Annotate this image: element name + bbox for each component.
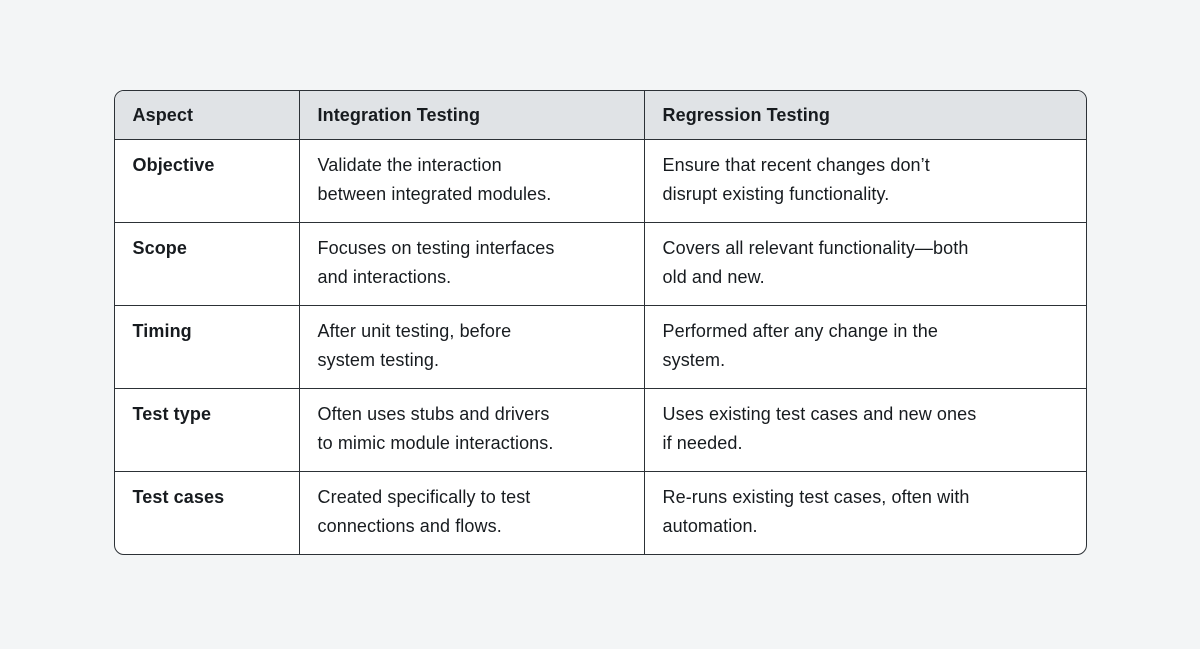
regression-value: Uses existing test cases and new ones if… [643, 389, 1086, 471]
table-row-test-cases: Test cases Created specifically to test … [114, 471, 1086, 554]
regression-value: Re-runs existing test cases, often with … [643, 472, 1086, 554]
aspect-label: Objective [132, 155, 215, 175]
table-row-scope: Scope Focuses on testing interfaces and … [114, 222, 1086, 305]
aspect-label: Test cases [132, 487, 225, 507]
header-cell-integration-testing: Integration Testing [298, 91, 644, 139]
integration-value: After unit testing, before system testin… [298, 306, 644, 388]
comparison-table: Aspect Integration Testing Regression Te… [113, 90, 1087, 555]
table-header-row: Aspect Integration Testing Regression Te… [114, 91, 1086, 139]
aspect-label: Scope [132, 238, 188, 258]
table-row-timing: Timing After unit testing, before system… [114, 305, 1086, 388]
aspect-label: Timing [132, 321, 192, 341]
regression-value: Covers all relevant functionality—both o… [643, 223, 1086, 305]
integration-value: Focuses on testing interfaces and intera… [298, 223, 644, 305]
header-cell-regression-testing: Regression Testing [643, 91, 1086, 139]
header-cell-aspect: Aspect [132, 104, 194, 125]
aspect-label: Test type [132, 404, 212, 424]
regression-value: Ensure that recent changes don’t disrupt… [643, 140, 1086, 222]
integration-value: Created specifically to test connections… [298, 472, 644, 554]
table-row-objective: Objective Validate the interaction betwe… [114, 139, 1086, 222]
integration-value: Validate the interaction between integra… [298, 140, 644, 222]
integration-value: Often uses stubs and drivers to mimic mo… [298, 389, 644, 471]
regression-value: Performed after any change in the system… [643, 306, 1086, 388]
table-row-test-type: Test type Often uses stubs and drivers t… [114, 388, 1086, 471]
